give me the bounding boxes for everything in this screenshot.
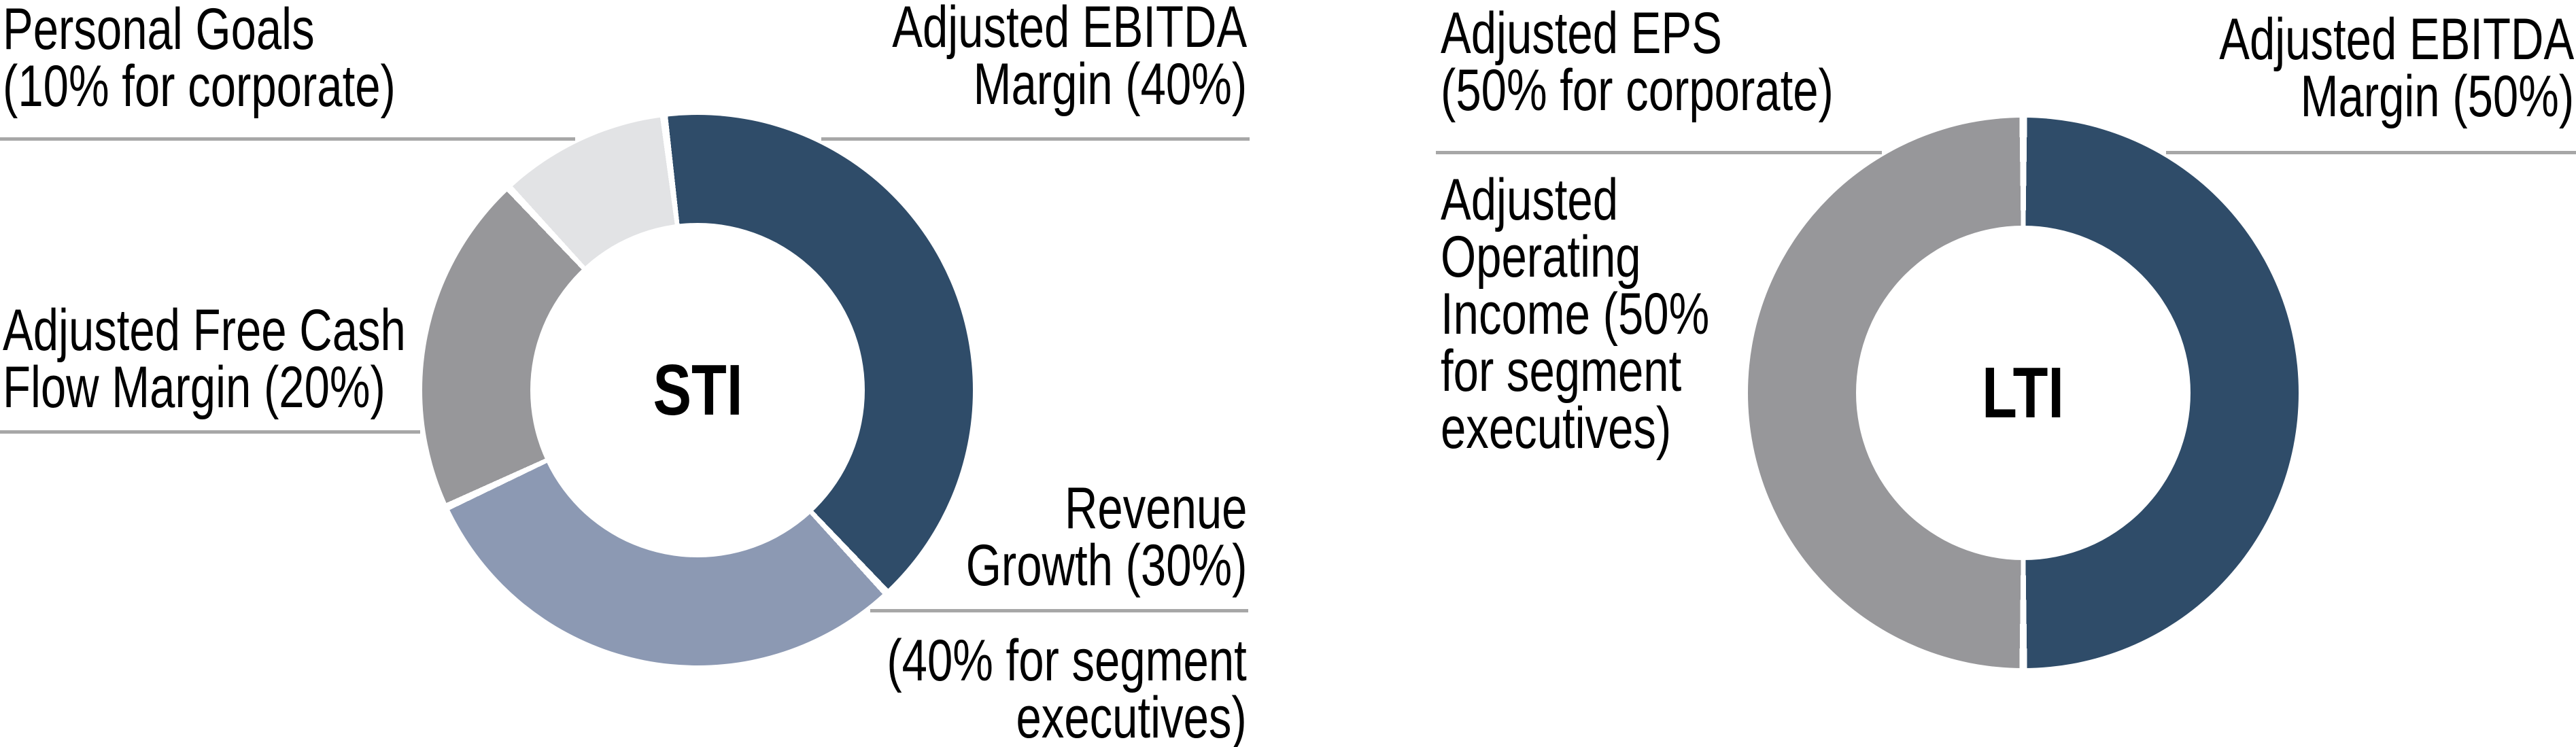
label-adjusted-eps: Adjusted EPS (50% for corporate) [1441, 1, 1834, 123]
label-line: Revenue [1064, 476, 1247, 541]
label-line: Growth (30%) [965, 533, 1247, 598]
sti-center-label: STI [653, 350, 742, 430]
label-line: executives) [1016, 685, 1247, 747]
sti-donut-hole: STI [530, 223, 865, 557]
label-line: Adjusted [1441, 167, 1619, 232]
leader-line-revenue-growth [870, 609, 1248, 612]
leader-line-sti-adjusted-ebitda-margin [821, 137, 1250, 141]
label-line: Adjusted Free Cash [3, 298, 406, 363]
label-adjusted-operating-income: Adjusted Operating Income (50% for segme… [1441, 171, 1709, 457]
label-adjusted-free-cash-flow-margin: Adjusted Free Cash Flow Margin (20%) [3, 298, 406, 420]
label-line: Income (50% [1441, 281, 1710, 347]
label-line: Operating [1441, 224, 1641, 290]
label-line: (10% for corporate) [3, 54, 396, 119]
label-revenue-growth: Revenue Growth (30%) [965, 476, 1247, 598]
lti-donut-chart: LTI [1748, 118, 2299, 668]
label-line: (40% for segment [887, 628, 1247, 693]
label-revenue-growth-segment-note: (40% for segment executives) [887, 628, 1247, 747]
label-lti-adjusted-ebitda-margin: Adjusted EBITDA Margin (50%) [2219, 7, 2574, 129]
label-line: Margin (50%) [2300, 64, 2574, 129]
label-line: Adjusted EBITDA [2219, 7, 2574, 72]
label-line: for segment [1441, 338, 1682, 404]
label-line: Flow Margin (20%) [3, 355, 385, 420]
label-sti-adjusted-ebitda-margin: Adjusted EBITDA Margin (40%) [892, 0, 1247, 117]
leader-line-personal-goals [0, 137, 575, 141]
label-line: executives) [1441, 396, 1672, 461]
sti-donut-chart: STI [422, 115, 973, 665]
label-line: Adjusted EBITDA [892, 0, 1247, 60]
leader-line-lti-adjusted-ebitda-margin [2166, 151, 2576, 154]
leader-line-adjusted-free-cash-flow-margin [0, 430, 420, 434]
lti-donut-hole: LTI [1856, 226, 2191, 560]
label-line: Adjusted EPS [1441, 1, 1722, 66]
label-personal-goals: Personal Goals (10% for corporate) [3, 0, 396, 119]
label-line: Personal Goals [3, 0, 315, 62]
leader-line-adjusted-eps [1436, 151, 1882, 154]
label-line: (50% for corporate) [1441, 58, 1834, 123]
lti-center-label: LTI [1982, 353, 2065, 433]
label-line: Margin (40%) [973, 52, 1247, 117]
